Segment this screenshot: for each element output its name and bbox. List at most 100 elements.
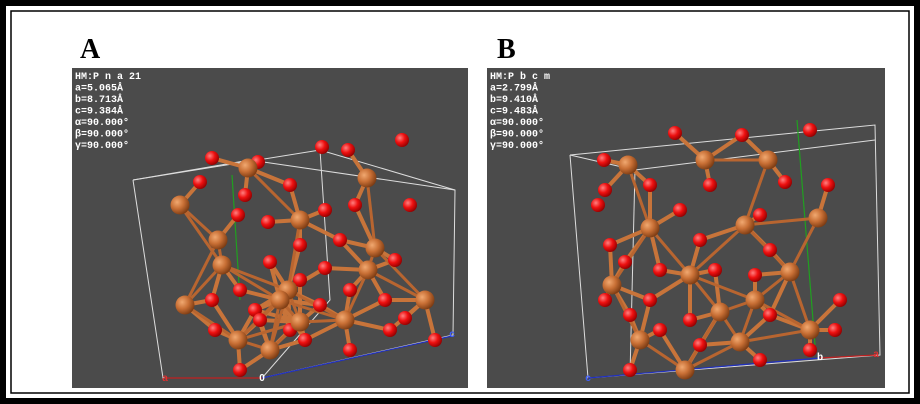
bond bbox=[648, 227, 692, 276]
oxygen-atom bbox=[643, 293, 657, 307]
bond bbox=[178, 204, 224, 266]
cell-info: b=8.713Å bbox=[75, 93, 123, 106]
cell-info: HM:P n a 21 bbox=[75, 72, 141, 83]
metal-atom bbox=[212, 255, 232, 275]
axis-line bbox=[231, 174, 241, 301]
oxygen-atom bbox=[343, 283, 357, 297]
oxygen-atom bbox=[398, 311, 412, 325]
oxygen-atom bbox=[261, 215, 275, 229]
oxygen-atom bbox=[708, 263, 722, 277]
oxygen-atom bbox=[803, 123, 817, 137]
oxygen-atom bbox=[803, 343, 817, 357]
oxygen-atom bbox=[293, 273, 307, 287]
axis-line bbox=[796, 119, 816, 346]
axis-label: a bbox=[162, 373, 168, 384]
metal-atom bbox=[175, 295, 195, 315]
bond bbox=[365, 177, 377, 249]
oxygen-atom bbox=[603, 238, 617, 252]
metal-atom bbox=[335, 310, 355, 330]
panel-label: A bbox=[80, 34, 101, 65]
oxygen-atom bbox=[598, 183, 612, 197]
oxygen-atom bbox=[395, 133, 409, 147]
cell-info: c=9.483Å bbox=[490, 105, 538, 118]
metal-atom bbox=[758, 150, 778, 170]
inner-frame bbox=[10, 10, 910, 394]
metal-atom bbox=[365, 238, 385, 258]
metal-atom bbox=[735, 215, 755, 235]
bond bbox=[684, 340, 741, 372]
oxygen-atom bbox=[597, 153, 611, 167]
oxygen-atom bbox=[298, 333, 312, 347]
oxygen-atom bbox=[763, 308, 777, 322]
oxygen-atom bbox=[263, 255, 277, 269]
oxygen-atom bbox=[343, 343, 357, 357]
oxygen-atom bbox=[233, 363, 247, 377]
oxygen-atom bbox=[205, 151, 219, 165]
unit-cell bbox=[261, 149, 331, 379]
bond bbox=[373, 246, 427, 302]
cell-info: β=90.000° bbox=[75, 129, 129, 141]
oxygen-atom bbox=[763, 243, 777, 257]
oxygen-atom bbox=[591, 198, 605, 212]
metal-atom bbox=[208, 230, 228, 250]
metal-atom bbox=[630, 330, 650, 350]
metal-atom bbox=[270, 290, 290, 310]
metal-atom bbox=[415, 290, 435, 310]
oxygen-atom bbox=[315, 140, 329, 154]
oxygen-atom bbox=[618, 255, 632, 269]
bond bbox=[610, 227, 652, 286]
cell-info: b=9.410Å bbox=[490, 93, 538, 106]
oxygen-atom bbox=[693, 233, 707, 247]
oxygen-atom bbox=[703, 178, 717, 192]
metal-atom bbox=[170, 195, 190, 215]
oxygen-atom bbox=[643, 178, 657, 192]
axis-label: b bbox=[817, 352, 823, 363]
oxygen-atom bbox=[318, 261, 332, 275]
oxygen-atom bbox=[623, 308, 637, 322]
bond bbox=[739, 328, 811, 344]
cell-info: β=90.000° bbox=[490, 129, 544, 141]
bond bbox=[689, 273, 756, 302]
oxygen-atom bbox=[653, 263, 667, 277]
bond bbox=[221, 263, 289, 292]
metal-atom bbox=[640, 218, 660, 238]
metal-atom bbox=[730, 332, 750, 352]
oxygen-atom bbox=[683, 313, 697, 327]
metal-atom bbox=[618, 155, 638, 175]
oxygen-atom bbox=[623, 363, 637, 377]
cell-info: α=90.000° bbox=[490, 117, 544, 129]
oxygen-atom bbox=[821, 178, 835, 192]
axis-line bbox=[261, 335, 453, 379]
oxygen-atom bbox=[253, 313, 267, 327]
bond bbox=[626, 164, 652, 229]
oxygen-atom bbox=[378, 293, 392, 307]
metal-atom bbox=[675, 360, 695, 380]
oxygen-atom bbox=[341, 143, 355, 157]
metal-atom bbox=[290, 312, 310, 332]
cell-info: a=5.065Å bbox=[75, 82, 123, 95]
metal-atom bbox=[710, 302, 730, 322]
oxygen-atom bbox=[428, 333, 442, 347]
oxygen-atom bbox=[238, 188, 252, 202]
oxygen-atom bbox=[193, 175, 207, 189]
bond bbox=[246, 166, 302, 222]
cell-info: a=2.799Å bbox=[490, 82, 538, 95]
metal-atom bbox=[290, 210, 310, 230]
bond bbox=[286, 219, 302, 291]
axis-label: a bbox=[873, 349, 879, 360]
axis-label: 0 bbox=[259, 373, 265, 384]
bond bbox=[367, 268, 426, 302]
bond bbox=[788, 217, 820, 273]
oxygen-atom bbox=[833, 293, 847, 307]
bond bbox=[184, 303, 239, 342]
oxygen-atom bbox=[673, 203, 687, 217]
cell-info: HM:P b c m bbox=[490, 71, 550, 83]
oxygen-atom bbox=[748, 268, 762, 282]
bond bbox=[221, 263, 281, 302]
bond bbox=[688, 223, 747, 277]
metal-atom bbox=[358, 260, 378, 280]
panel-label: B bbox=[497, 34, 516, 65]
oxygen-atom bbox=[753, 208, 767, 222]
